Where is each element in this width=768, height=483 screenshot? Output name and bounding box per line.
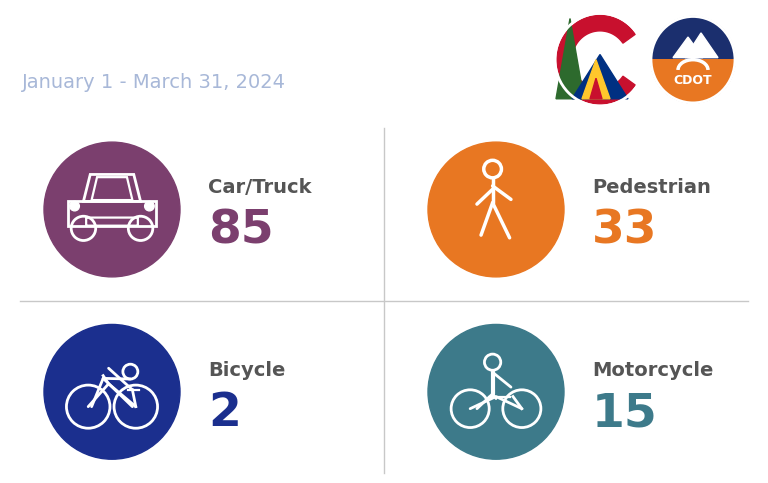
Text: Bicycle: Bicycle (208, 360, 286, 380)
Polygon shape (557, 15, 635, 104)
Text: Pedestrian: Pedestrian (592, 178, 711, 197)
Polygon shape (590, 78, 602, 99)
Text: January 1 - March 31, 2024: January 1 - March 31, 2024 (22, 73, 286, 92)
Polygon shape (673, 37, 703, 57)
Polygon shape (685, 33, 718, 57)
Circle shape (70, 201, 79, 211)
Circle shape (428, 142, 564, 277)
Polygon shape (651, 60, 735, 103)
Circle shape (44, 325, 180, 459)
Text: 2: 2 (208, 391, 241, 436)
Text: Motorcycle: Motorcycle (592, 360, 713, 380)
Circle shape (144, 201, 154, 211)
Circle shape (44, 142, 180, 277)
Text: 33: 33 (592, 209, 657, 254)
Text: Fatalities by Mode: Fatalities by Mode (22, 24, 338, 53)
Text: 15: 15 (592, 391, 657, 436)
Circle shape (651, 16, 735, 103)
Text: Car/Truck: Car/Truck (208, 178, 312, 197)
Polygon shape (582, 60, 610, 99)
Text: 85: 85 (208, 209, 273, 254)
Polygon shape (572, 55, 628, 99)
Circle shape (428, 325, 564, 459)
Polygon shape (556, 18, 584, 99)
Text: CDOT: CDOT (674, 74, 712, 87)
